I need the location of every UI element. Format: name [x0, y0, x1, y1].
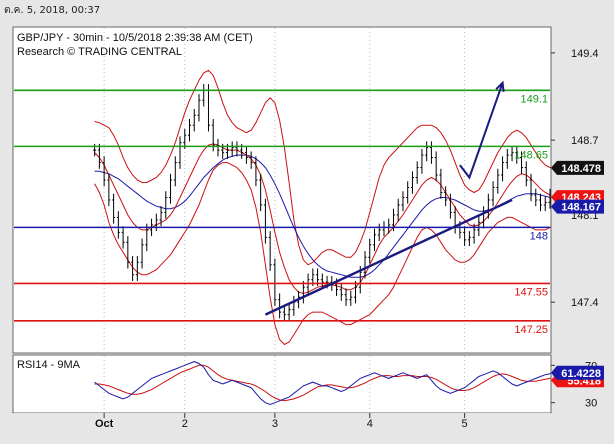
price-tick-label: 148.7 — [571, 135, 599, 147]
time-tick-label: 4 — [367, 418, 373, 430]
rsi-series-group — [94, 361, 551, 406]
level-labels-group: 149.1 148.65 148 147.55 147.25 — [514, 93, 548, 336]
bollinger-upper-line — [94, 69, 551, 266]
capture-timestamp: ต.ค. 5, 2018, 00:37 — [4, 5, 101, 16]
chart-subtitle: Research © TRADING CENTRAL — [17, 46, 182, 58]
rsi-value-box-bg — [551, 365, 604, 380]
bollinger-lower-line — [94, 162, 551, 346]
level-label: 147.55 — [514, 286, 548, 298]
level-label: 149.1 — [520, 93, 548, 105]
ma-long-value-box-text: 148.167 — [561, 202, 601, 214]
ma-long-value-box-bg — [551, 199, 604, 214]
price-series-group — [93, 69, 551, 346]
level-label: 148.65 — [514, 149, 548, 161]
price-gridlines — [103, 28, 466, 412]
current-price-box-bg — [551, 160, 604, 175]
price-axis: 149.4148.7147.4148.1148.243148.167148.47… — [551, 48, 604, 309]
time-tick-label: 2 — [182, 418, 188, 430]
projection-arrow-head — [495, 80, 505, 92]
rsi-value-box: 61.4228 — [551, 365, 604, 380]
rsi-tick-label: 30 — [585, 398, 597, 410]
rsi-panel — [12, 354, 552, 414]
price-panel — [12, 26, 552, 354]
level-label: 148 — [530, 230, 548, 242]
time-tick-label: 5 — [462, 418, 468, 430]
rsi-line — [94, 361, 551, 406]
current-price-box: 148.478 — [551, 160, 604, 175]
current-price-box-text: 148.478 — [561, 163, 601, 175]
projection-arrow-path — [459, 82, 504, 180]
chart-title: GBP/JPY - 30min - 10/5/2018 2:39:38 AM (… — [17, 32, 253, 44]
ma-long-value-box: 148.167 — [551, 199, 604, 214]
level-label: 147.25 — [514, 324, 548, 336]
level-lines-group — [14, 80, 550, 322]
price-tick-label: 147.4 — [571, 297, 599, 309]
rsi-value-box-text: 61.4228 — [561, 368, 601, 380]
rsi-ma-line — [94, 364, 551, 402]
time-axis: Oct 2 3 4 5 — [95, 413, 468, 430]
rsi-label: RSI14 - 9MA — [17, 359, 81, 371]
time-axis-strip — [13, 413, 551, 431]
support-trendline — [264, 198, 513, 316]
price-tick-label: 149.4 — [571, 48, 599, 60]
time-tick-label: 3 — [272, 418, 278, 430]
time-tick-label: Oct — [95, 418, 114, 430]
